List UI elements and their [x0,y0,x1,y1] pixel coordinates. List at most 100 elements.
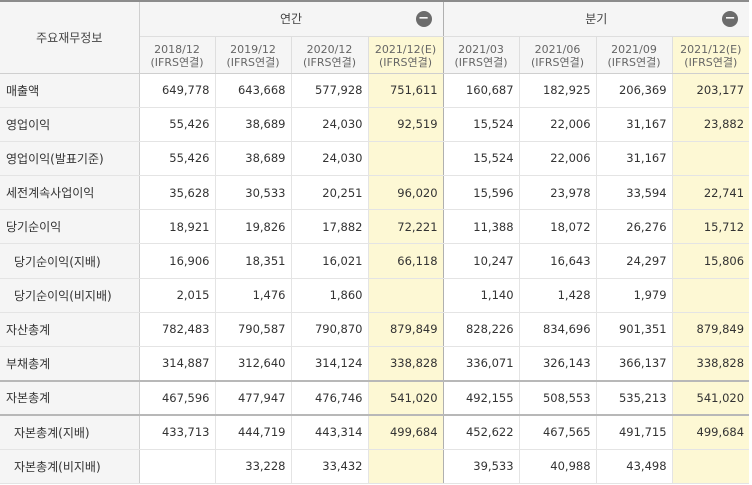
table-cell: 160,687 [443,73,520,108]
table-cell: 206,369 [596,73,673,108]
table-cell: 828,226 [443,312,520,348]
table-cell: 336,071 [443,346,520,382]
table-cell: 18,351 [215,243,292,279]
period-header: 2021/03 (IFRS연결) [443,36,520,74]
period-date: 2021/06 [534,43,581,56]
table-cell: 22,006 [519,107,597,142]
table-cell: 467,596 [139,379,216,416]
period-date: 2018/12 [154,43,200,56]
collapse-quarter-icon[interactable]: − [722,11,739,27]
row-label: 자본총계(비지배) [0,449,140,484]
table-cell: 11,388 [443,209,520,245]
table-cell: 31,167 [596,141,673,177]
table-cell: 23,978 [519,175,597,211]
table-cell: 96,020 [368,175,444,211]
period-date: 2019/12 [230,43,276,56]
table-cell [368,141,444,177]
table-cell: 491,715 [596,413,673,450]
table-row: 부채총계 314,887 312,640 314,124 338,828 336,071 3… [0,346,750,382]
table-cell: 643,668 [215,73,292,108]
row-label: 매출액 [0,73,140,108]
table-cell: 443,314 [291,413,369,450]
table-cell: 452,622 [443,413,520,450]
table-cell: 2,015 [139,278,216,313]
table-cell: 15,712 [672,209,750,245]
annual-group-label: 연간 [279,12,303,27]
row-label: 부채총계 [0,346,140,382]
table-cell: 314,887 [139,346,216,382]
table-row: 자본총계(지배) 433,713 444,719 443,314 499,684 452,… [0,413,750,450]
table-cell [672,278,750,313]
table-cell: 22,741 [672,175,750,211]
table-cell: 1,979 [596,278,673,313]
period-header: 2021/12(E) (IFRS연결) [672,36,750,74]
table-cell: 577,928 [291,73,369,108]
table-cell: 72,221 [368,209,444,245]
table-cell: 22,006 [519,141,597,177]
period-date: 2021/12(E) [374,43,437,56]
table-cell: 790,587 [215,312,292,348]
table-cell [139,449,216,484]
table-cell: 338,828 [368,346,444,382]
table-cell: 20,251 [291,175,369,211]
row-label: 영업이익 [0,107,140,142]
table-row: 영업이익 55,426 38,689 24,030 92,519 15,524 22,006… [0,107,750,142]
table-cell: 33,432 [291,449,369,484]
table-row: 영업이익(발표기준) 55,426 38,689 24,030 15,524 22,006… [0,141,750,177]
table-cell: 24,030 [291,107,369,142]
table-cell: 467,565 [519,413,597,450]
table-cell: 834,696 [519,312,597,348]
table-cell: 649,778 [139,73,216,108]
table-cell: 444,719 [215,413,292,450]
table-row: 당기순이익 18,921 19,826 17,882 72,221 11,388 18,07… [0,209,750,245]
table-cell: 182,925 [519,73,597,108]
quarter-group-label: 분기 [585,12,608,27]
table-cell: 16,021 [291,243,369,279]
table-row: 당기순이익(지배) 16,906 18,351 16,021 66,118 10,247 1… [0,243,750,279]
table-cell: 499,684 [672,413,750,450]
table-cell: 15,806 [672,243,750,279]
table-cell: 30,533 [215,175,292,211]
table-cell: 508,553 [519,379,597,416]
period-date: 2021/12(E) [680,43,742,56]
period-header: 2021/12(E) (IFRS연결) [368,36,444,74]
period-basis: (IFRS연결) [302,56,357,69]
table-row: 당기순이익(비지배) 2,015 1,476 1,860 1,140 1,428 1,979 [0,278,750,313]
row-label: 당기순이익(지배) [0,243,140,279]
collapse-annual-icon[interactable]: − [415,11,432,27]
quarter-group-header: 분기 − [443,0,750,37]
period-header: 2020/12 (IFRS연결) [291,36,369,74]
table-cell: 879,849 [672,312,750,348]
table-cell: 338,828 [672,346,750,382]
table-cell: 35,628 [139,175,216,211]
table-corner-label: 주요재무정보 [0,0,140,74]
table-cell: 38,689 [215,141,292,177]
table-row: 매출액 649,778 643,668 577,928 751,611 160,687 18… [0,73,750,108]
table-cell: 535,213 [596,379,673,416]
table-cell: 66,118 [368,243,444,279]
table-cell: 38,689 [215,107,292,142]
row-label: 세전계속사업이익 [0,175,140,211]
table-cell: 55,426 [139,141,216,177]
table-cell: 492,155 [443,379,520,416]
period-basis: (IFRS연결) [226,56,280,69]
table-cell: 39,533 [443,449,520,484]
table-cell: 314,124 [291,346,369,382]
table-cell: 879,849 [368,312,444,348]
table-cell [672,141,750,177]
table-cell: 10,247 [443,243,520,279]
row-label: 영업이익(발표기준) [0,141,140,177]
table-cell: 18,921 [139,209,216,245]
table-row: 자산총계 782,483 790,587 790,870 879,849 828,226 8… [0,312,750,348]
annual-group-header: 연간 − [139,0,444,37]
table-cell: 790,870 [291,312,369,348]
table-cell: 31,167 [596,107,673,142]
period-basis: (IFRS연결) [454,56,508,69]
table-cell [368,278,444,313]
table-cell: 476,746 [291,379,369,416]
row-label: 자산총계 [0,312,140,348]
table-cell: 26,276 [596,209,673,245]
table-cell: 92,519 [368,107,444,142]
period-header: 2021/06 (IFRS연결) [519,36,597,74]
